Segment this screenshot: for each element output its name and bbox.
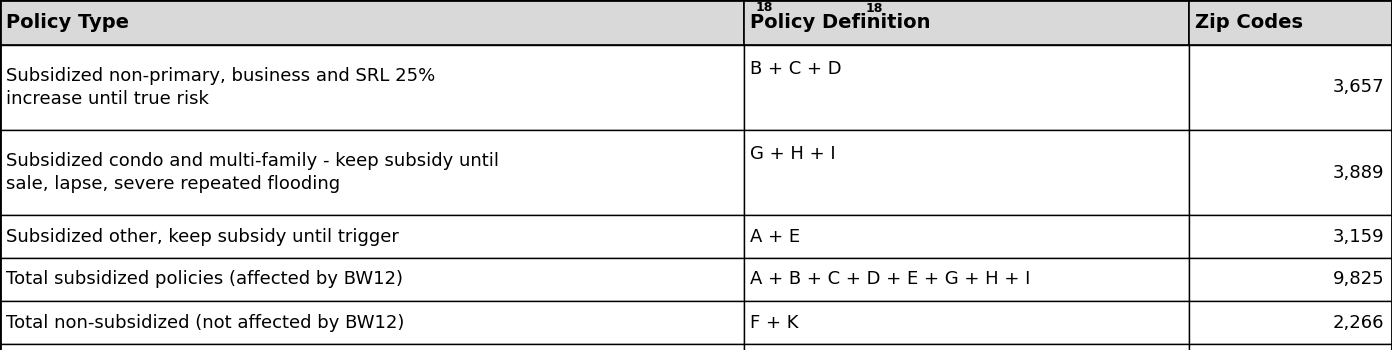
Text: Total non-subsidized (not affected by BW12): Total non-subsidized (not affected by BW… [6,314,404,331]
Text: F + K: F + K [750,314,799,331]
Bar [743,0,1189,45]
Bar [0,344,743,350]
Bar [1189,344,1392,350]
Bar [743,344,1189,350]
Text: Subsidized other, keep subsidy until trigger: Subsidized other, keep subsidy until tri… [6,228,400,245]
Bar [1189,258,1392,301]
Text: 18: 18 [756,1,773,14]
Text: Policy Type: Policy Type [6,13,129,32]
Text: 3,657: 3,657 [1332,78,1384,97]
Bar [743,301,1189,344]
Bar [0,45,743,130]
Text: A + B + C + D + E + G + H + I: A + B + C + D + E + G + H + I [750,271,1030,288]
Text: Zip Codes: Zip Codes [1194,13,1303,32]
Bar [0,301,743,344]
Text: Subsidized non-primary, business and SRL 25%: Subsidized non-primary, business and SRL… [6,67,436,85]
Text: 3,159: 3,159 [1332,228,1384,245]
Bar [743,130,1189,215]
Text: 18: 18 [866,2,883,15]
Bar [1189,130,1392,215]
Bar [743,258,1189,301]
Text: 9,825: 9,825 [1332,271,1384,288]
Text: Policy Definition: Policy Definition [750,13,930,32]
Bar [1189,0,1392,45]
Text: 3,889: 3,889 [1332,163,1384,182]
Bar [1189,45,1392,130]
Text: sale, lapse, severe repeated flooding: sale, lapse, severe repeated flooding [6,175,340,193]
Text: Subsidized condo and multi-family - keep subsidy until: Subsidized condo and multi-family - keep… [6,152,498,170]
Bar [743,215,1189,258]
Text: increase until true risk: increase until true risk [6,90,209,108]
Text: G + H + I: G + H + I [750,145,835,163]
Bar [1189,301,1392,344]
Bar [0,258,743,301]
Text: 2,266: 2,266 [1332,314,1384,331]
Bar [0,215,743,258]
Text: Total subsidized policies (affected by BW12): Total subsidized policies (affected by B… [6,271,404,288]
Bar [743,45,1189,130]
Bar [0,0,743,45]
Text: A + E: A + E [750,228,800,245]
Text: B + C + D: B + C + D [750,60,842,78]
Bar [0,130,743,215]
Bar [1189,215,1392,258]
